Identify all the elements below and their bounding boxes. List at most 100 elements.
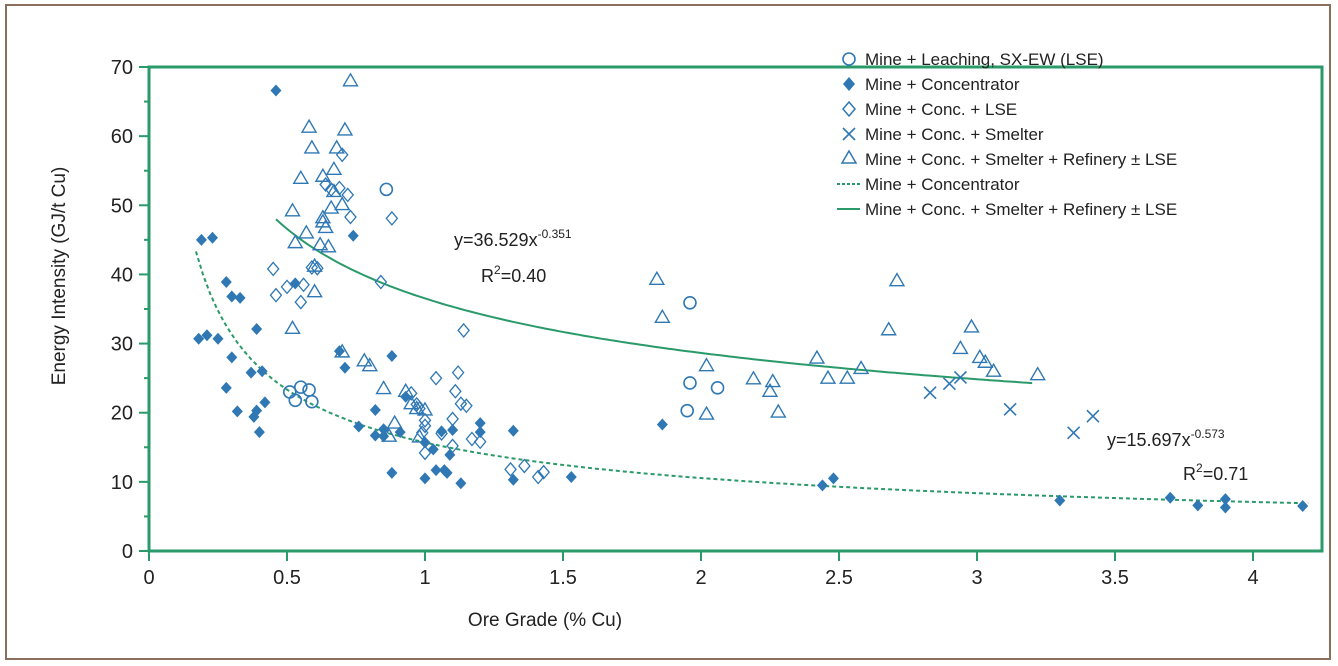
point-triangle [342, 72, 359, 87]
point-diamond-filled [256, 365, 268, 378]
x-tick-label: 0.5 [273, 567, 301, 589]
legend-marker-circle [842, 52, 856, 66]
y-tick-label: 30 [111, 334, 133, 356]
point-diamond-open [319, 177, 332, 193]
point-diamond-filled [253, 426, 265, 439]
point-diamond-open [435, 425, 448, 441]
y-axis-label: Energy Intensity (GJ/t Cu) [49, 167, 70, 386]
point-diamond-open [294, 294, 308, 310]
equation-dashed-fit: y=15.697x-0.573 R2=0.71 [1107, 427, 1248, 484]
point-diamond-filled [353, 420, 365, 433]
r2-label: R [481, 266, 494, 286]
point-diamond-filled [220, 276, 232, 289]
point-diamond-open [418, 418, 432, 434]
point-diamond-filled [455, 477, 467, 490]
axes: 0 10 20 30 40 50 60 70 0 0.5 1 1.5 2 2.5 3 3.5 4 [111, 57, 1324, 589]
point-triangle [306, 257, 323, 272]
point-diamond-filled [231, 405, 243, 418]
point-diamond-filled [259, 396, 271, 409]
point-diamond-open [311, 260, 324, 276]
point-diamond-filled [1219, 501, 1231, 514]
point-diamond-open [446, 411, 459, 427]
legend-marker-diamond-open [842, 100, 856, 118]
svg-text:y=36.529x-0.351: y=36.529x-0.351 [454, 227, 572, 250]
point-triangle [977, 353, 994, 368]
point-triangle [852, 360, 870, 375]
point-triangle [985, 362, 1002, 377]
point-triangle [320, 238, 337, 253]
point-diamond-open [518, 458, 531, 474]
point-diamond-filled [474, 426, 486, 439]
point-triangle [380, 427, 398, 442]
point-diamond-filled [206, 231, 218, 244]
point-diamond-filled [430, 464, 442, 477]
point-diamond-filled [195, 233, 207, 246]
point-diamond-filled [339, 361, 351, 374]
point-triangle [386, 414, 403, 429]
equation-text: y=15.697x [1107, 430, 1191, 450]
point-diamond-filled [1192, 499, 1204, 512]
point-triangle [300, 118, 318, 133]
point-diamond-filled [369, 403, 381, 416]
point-circle [302, 383, 316, 397]
point-diamond-open [341, 187, 355, 203]
fit-curve-dashed [194, 251, 1309, 505]
equation-text: y=36.529x [454, 230, 538, 250]
point-triangle [317, 219, 334, 234]
point-diamond-filled [1297, 500, 1309, 513]
point-triangle [322, 199, 340, 214]
equation-exponent: -0.573 [1191, 427, 1225, 441]
point-diamond-filled [656, 418, 668, 431]
point-diamond-open [305, 260, 319, 276]
point-triangle [298, 224, 315, 239]
point-triangle [808, 349, 826, 364]
point-diamond-filled [386, 466, 398, 479]
point-triangle [333, 196, 351, 211]
point-triangle [306, 283, 323, 298]
point-triangle [292, 169, 310, 185]
legend-label: Mine + Conc. + Smelter + Refinery ± LSE [865, 150, 1177, 169]
point-diamond-filled [234, 291, 246, 304]
point-triangle [963, 318, 980, 333]
point-triangle [336, 121, 354, 136]
point-diamond-filled [394, 426, 406, 439]
point-circle [379, 182, 394, 197]
point-circle [680, 403, 695, 418]
point-circle [683, 295, 697, 310]
x-tick-label: 3 [971, 567, 982, 589]
point-triangle [888, 272, 906, 287]
point-diamond-open [460, 398, 473, 414]
fit-curve-solid [275, 218, 1033, 385]
equation-solid-fit: y=36.529x-0.351 R2=0.40 [454, 227, 572, 286]
point-triangle [761, 382, 779, 397]
point-x [1003, 402, 1017, 416]
point-diamond-open [465, 431, 479, 447]
point-triangle [819, 369, 837, 384]
svg-text:y=15.697x-0.573: y=15.697x-0.573 [1107, 427, 1225, 450]
point-diamond-filled [220, 381, 232, 394]
x-axis-label: Ore Grade (% Cu) [468, 610, 622, 631]
point-triangle [375, 380, 392, 395]
point-triangle [1029, 366, 1046, 381]
point-diamond-filled [378, 423, 390, 436]
point-diamond-open [385, 210, 399, 226]
trend-lines [194, 218, 1309, 505]
point-diamond-filled [270, 84, 282, 97]
point-diamond-open [269, 287, 283, 303]
point-triangle [411, 428, 428, 443]
point-triangle [408, 400, 425, 415]
legend-marker-diamond-filled [843, 77, 855, 91]
point-triangle [839, 369, 856, 384]
point-diamond-open [280, 279, 294, 295]
point-triangle [764, 373, 781, 388]
legend-marker-triangle [840, 149, 858, 164]
point-diamond-open [446, 438, 459, 454]
point-diamond-filled [436, 425, 448, 438]
point-triangle [397, 382, 414, 397]
equation-exponent: -0.351 [538, 227, 572, 241]
point-triangle [311, 236, 329, 251]
legend-label: Mine + Concentrator [865, 175, 1020, 194]
point-diamond-open [344, 209, 357, 225]
point-diamond-filled [347, 229, 359, 242]
point-triangle [770, 403, 787, 418]
